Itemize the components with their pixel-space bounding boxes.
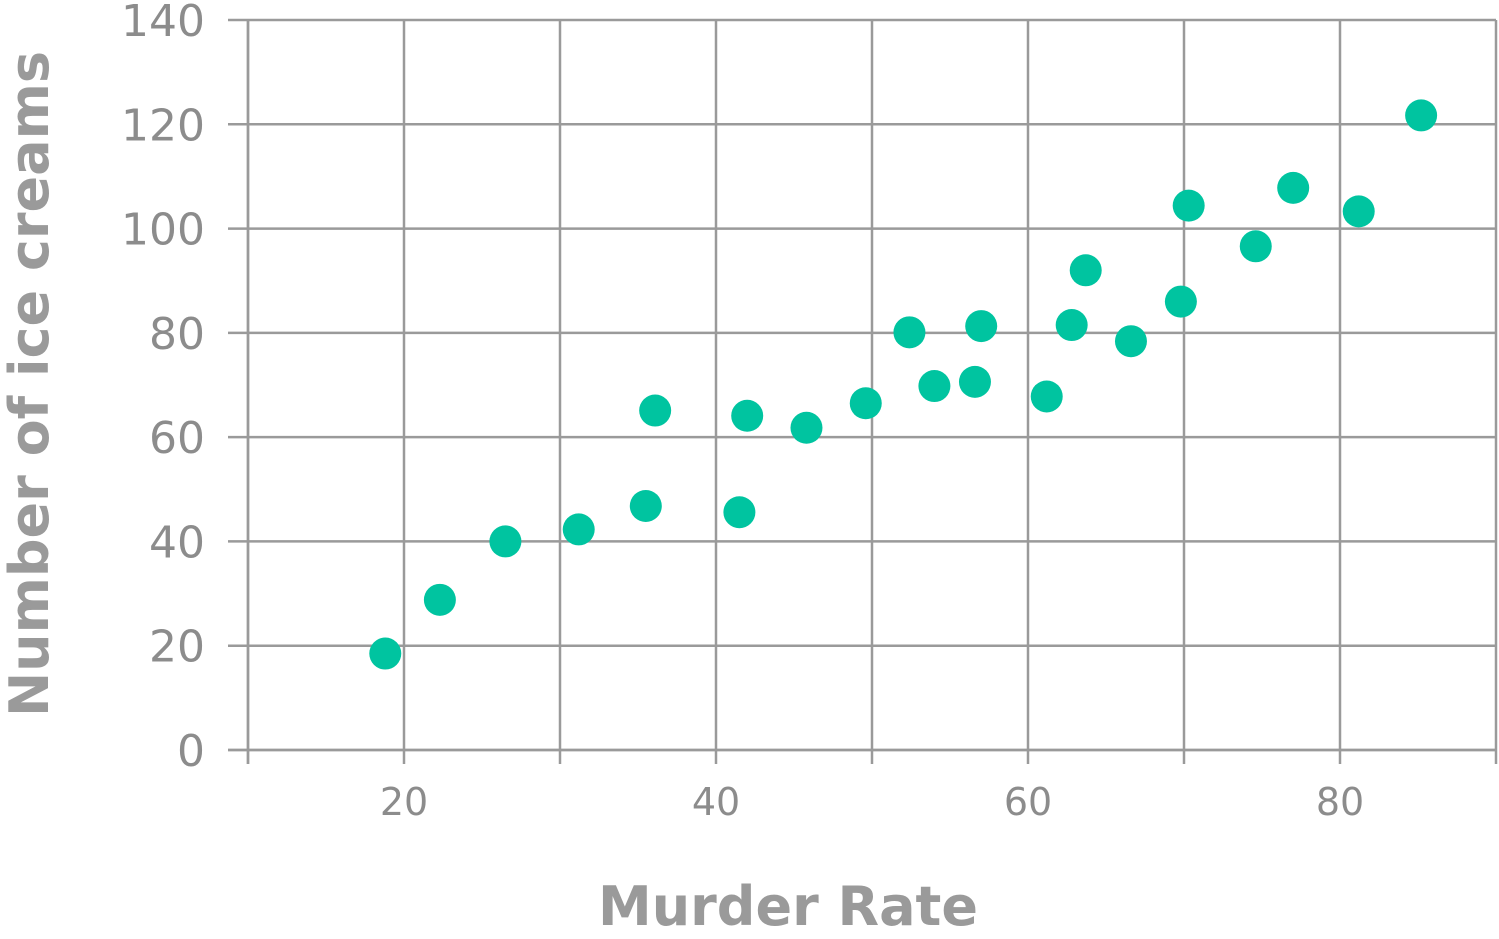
data-point — [562, 513, 595, 546]
data-point — [639, 394, 672, 427]
x-tick-label: 60 — [1004, 780, 1052, 824]
data-point — [489, 525, 522, 558]
x-tick-label: 80 — [1316, 780, 1364, 824]
data-point — [1342, 195, 1375, 228]
data-point — [731, 399, 764, 432]
y-tick-label: 80 — [149, 309, 205, 360]
data-point — [1277, 171, 1310, 204]
data-point — [1405, 99, 1438, 132]
data-point — [918, 370, 951, 403]
data-point — [849, 387, 882, 420]
x-axis-title: Murder Rate — [598, 875, 978, 938]
y-tick-label: 140 — [121, 0, 205, 47]
data-point — [423, 583, 456, 616]
x-tick-label: 20 — [380, 780, 428, 824]
data-point — [723, 496, 756, 529]
data-point — [369, 637, 402, 670]
data-point — [1239, 230, 1272, 263]
data-point — [965, 310, 998, 343]
data-point — [1069, 254, 1102, 287]
tick-labels: 20 40 60 80 0 20 40 60 80 100 120 140 — [121, 0, 1364, 824]
data-point — [893, 316, 926, 349]
data-points — [369, 99, 1438, 670]
x-tick-label: 40 — [692, 780, 740, 824]
y-tick-label: 120 — [121, 100, 205, 151]
y-axis-title: Number of ice creams — [0, 51, 61, 717]
y-tick-label: 0 — [177, 726, 205, 777]
data-point — [958, 365, 991, 398]
data-point — [629, 489, 662, 522]
data-point — [1172, 189, 1205, 222]
y-tick-label: 40 — [149, 517, 205, 568]
y-tick-label: 100 — [121, 205, 205, 256]
y-tick-label: 20 — [149, 622, 205, 673]
axes — [228, 20, 1496, 764]
data-point — [790, 411, 823, 444]
grid — [228, 18, 1498, 764]
y-tick-label: 60 — [149, 413, 205, 464]
data-point — [1055, 309, 1088, 342]
data-point — [1164, 285, 1197, 318]
data-point — [1114, 325, 1147, 358]
data-point — [1030, 380, 1063, 413]
